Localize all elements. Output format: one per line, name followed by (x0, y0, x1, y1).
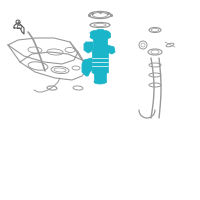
Polygon shape (82, 58, 92, 76)
Polygon shape (93, 37, 107, 52)
Polygon shape (92, 52, 108, 72)
Ellipse shape (90, 30, 110, 36)
Ellipse shape (92, 49, 108, 54)
Polygon shape (107, 45, 115, 54)
Ellipse shape (93, 35, 107, 39)
Polygon shape (84, 42, 93, 53)
Polygon shape (97, 29, 103, 33)
Ellipse shape (92, 70, 108, 74)
Ellipse shape (90, 34, 110, 40)
Ellipse shape (94, 70, 106, 74)
Polygon shape (90, 33, 110, 37)
Ellipse shape (94, 80, 106, 84)
Ellipse shape (93, 50, 107, 54)
Polygon shape (94, 72, 106, 82)
